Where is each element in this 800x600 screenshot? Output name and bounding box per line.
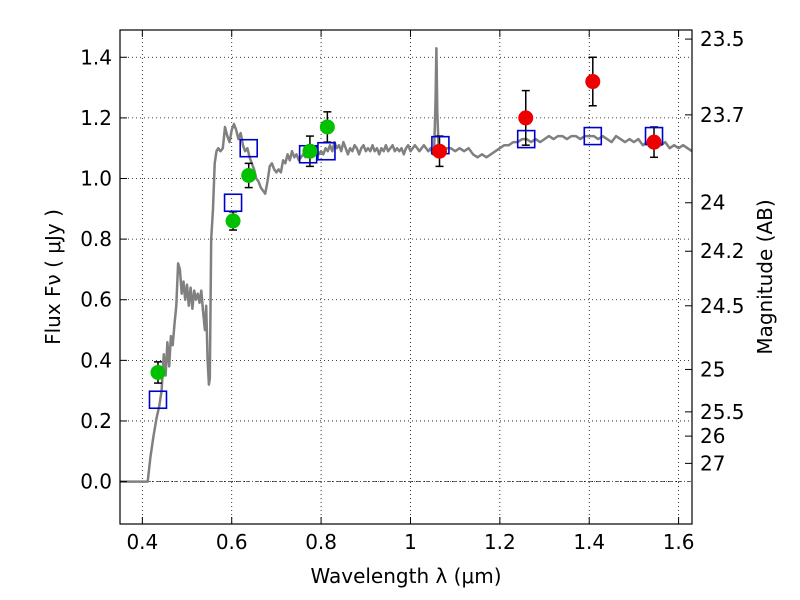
y-tick-label: 1.2 [80,106,112,130]
y-tick-label: 0.6 [80,288,112,312]
right-tick-label: 24.5 [700,294,745,318]
y-tick-label: 0.4 [80,348,112,372]
right-tick-label: 23.7 [700,103,745,127]
right-tick-label: 25 [700,357,725,381]
model-photometry-square [583,126,603,146]
model-photometry-square [148,390,168,410]
y-tick-label: 0.8 [80,227,112,251]
observed-photometry-markers [150,74,662,380]
x-axis-label: Wavelength λ (μm) [310,564,501,588]
photometry-point [432,143,448,159]
photometry-point [150,364,166,380]
plot-background [120,30,692,524]
x-tick-label: 1.2 [484,530,516,554]
x-tick-label: 0.4 [126,530,158,554]
plot-frame [119,29,693,525]
right-axis-label: Magnitude (AB) [753,199,777,354]
photometry-point [646,134,662,150]
model-photometry-square [317,141,336,161]
sed-curve [120,46,693,483]
x-tick-label: 0.8 [305,530,337,554]
model-photometry-square [223,193,243,213]
y-tick-label: 0.2 [80,409,112,433]
right-tick-labels: 23.5 23.7 24 24.2 24.5 25 25.526 27 [700,27,745,475]
right-tick-label: 23.5 [700,27,745,51]
right-tick-label: 26 [700,424,725,448]
photometry-point [225,213,241,229]
x-tick-label: 0.6 [216,530,248,554]
model-sed-line [120,46,693,483]
x-tick-labels: 0.4 0.6 0.8 1 1.2 1.4 1.6 [126,530,694,554]
photometry-point [241,167,257,183]
right-tick-label: 25.5 [700,400,745,424]
photometry-point [302,143,318,159]
y-tick-label: 1.0 [80,167,112,191]
right-tick-label: 24.2 [700,239,745,263]
right-tick-label: 24 [700,191,725,215]
photometry-point [585,74,601,90]
photometry-point [518,110,534,126]
axis-ticks [120,30,692,524]
y-axis-label: Flux Fν ( μJy ) [41,209,65,345]
x-tick-label: 1 [404,530,417,554]
right-tick-label: 27 [700,451,725,475]
photometry-point [319,119,335,135]
y-tick-label: 1.4 [80,45,112,69]
model-photometry-square [516,129,536,149]
y-tick-labels: 0.0 0.2 0.4 0.6 0.8 1.0 1.2 1.4 [80,45,112,493]
y-tick-label: 0.0 [80,470,112,494]
x-tick-label: 1.4 [573,530,605,554]
x-tick-label: 1.6 [663,530,695,554]
model-photometry-square [239,138,258,158]
